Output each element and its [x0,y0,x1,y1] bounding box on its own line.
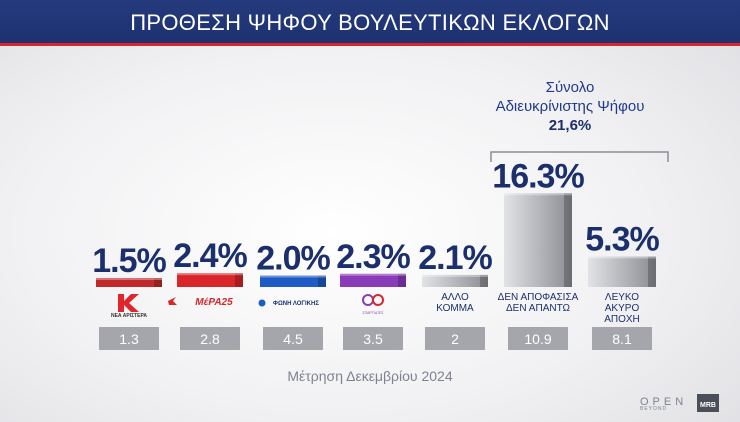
header-accent-line [0,43,740,46]
value-label: 5.3% [585,221,659,259]
bar [504,193,572,287]
bar-highlight [96,278,162,280]
header-bar: ΠΡΟΘΕΣΗ ΨΗΦΟΥ ΒΟΥΛΕΥΤΙΚΩΝ ΕΚΛΟΓΩΝ [0,0,740,46]
value-label: 2.3% [336,238,410,276]
foni-logikis-logo-icon [258,299,266,307]
bar [340,273,406,287]
bar-side [235,273,243,287]
undecided-total-value: 21,6% [548,117,592,134]
previous-value-label: 8.1 [612,331,632,347]
category-label: ΔΕΝ ΑΠΑΝΤΩ [506,303,571,314]
bar-side [648,256,656,287]
bar-side [154,278,162,287]
bar [260,275,326,287]
value-label: 2.1% [418,239,492,277]
bar [177,273,243,287]
previous-value-box [180,327,240,350]
previous-value-box [508,327,568,350]
bar-highlight [177,273,243,276]
value-label: 1.5% [92,242,166,280]
previous-value-box [263,327,323,350]
undecided-total-label-1: Σύνολο [545,79,595,96]
category-label: ΑΛΛΟ [441,292,469,303]
value-label: 16.3% [492,157,584,195]
spartiates-logo-text: ΣΠΑΡΤΙΑΤΕΣ [362,311,384,315]
category-label: ΔΕΝ ΑΠΟΦΑΣΙΣΑ [498,292,579,303]
bar [96,278,162,287]
previous-value-box [343,327,403,350]
mera25-logo-icon [168,297,177,305]
foni-logikis-logo-text: ΦΩΝΗ ΛΟΓΙΚΗΣ [273,301,319,307]
bar [588,256,656,287]
spartiates-logo-icon-2 [372,294,384,306]
bar-side [398,273,406,287]
value-label: 2.4% [173,237,247,275]
previous-value-box [592,327,652,350]
previous-value-label: 4.5 [283,331,303,347]
nea-aristera-logo-text: ΝΕΑ ΑΡΙΣΤΕΡΑ [111,313,147,319]
previous-value-label: 2.8 [200,331,220,347]
nea-aristera-logo-icon [118,294,139,312]
open-logo: OPEN BEYOND [640,396,688,412]
bar-side [318,275,326,287]
bar-highlight [588,256,656,259]
previous-value-label: 1.3 [119,331,139,347]
bar-highlight [504,193,572,196]
category-label: ΛΕΥΚΟ [605,292,639,303]
category-label: ΑΚΥΡΟ [605,303,640,314]
undecided-total-label-2: Αδιευκρίνιστης Ψήφου [495,98,645,115]
bar-side [564,193,572,287]
category-label: ΚΟΜΜΑ [436,303,474,314]
bar-side [480,274,488,287]
previous-value-label: 2 [451,331,459,347]
bar-highlight [260,275,326,278]
value-label: 2.0% [256,240,330,278]
previous-value-label: 3.5 [363,331,383,347]
chart-caption: Μέτρηση Δεκεμβρίου 2024 [287,368,453,384]
category-label: ΑΠΟΧΗ [604,314,640,325]
page-title: ΠΡΟΘΕΣΗ ΨΗΦΟΥ ΒΟΥΛΕΥΤΙΚΩΝ ΕΚΛΟΓΩΝ [130,10,610,35]
bar-highlight [422,274,488,277]
mera25-logo-text: ΜέΡΑ25 [195,297,233,308]
bar-highlight [340,273,406,276]
bar [422,274,488,287]
previous-value-label: 10.9 [524,331,551,347]
previous-value-box [99,327,159,350]
undecided-total-annotation: Σύνολο Αδιευκρίνιστης Ψήφου 21,6% [470,78,670,135]
previous-value-box [425,327,485,350]
spartiates-logo-icon [362,294,374,306]
mrb-logo: MRB [697,394,719,412]
undecided-bracket [490,151,669,162]
